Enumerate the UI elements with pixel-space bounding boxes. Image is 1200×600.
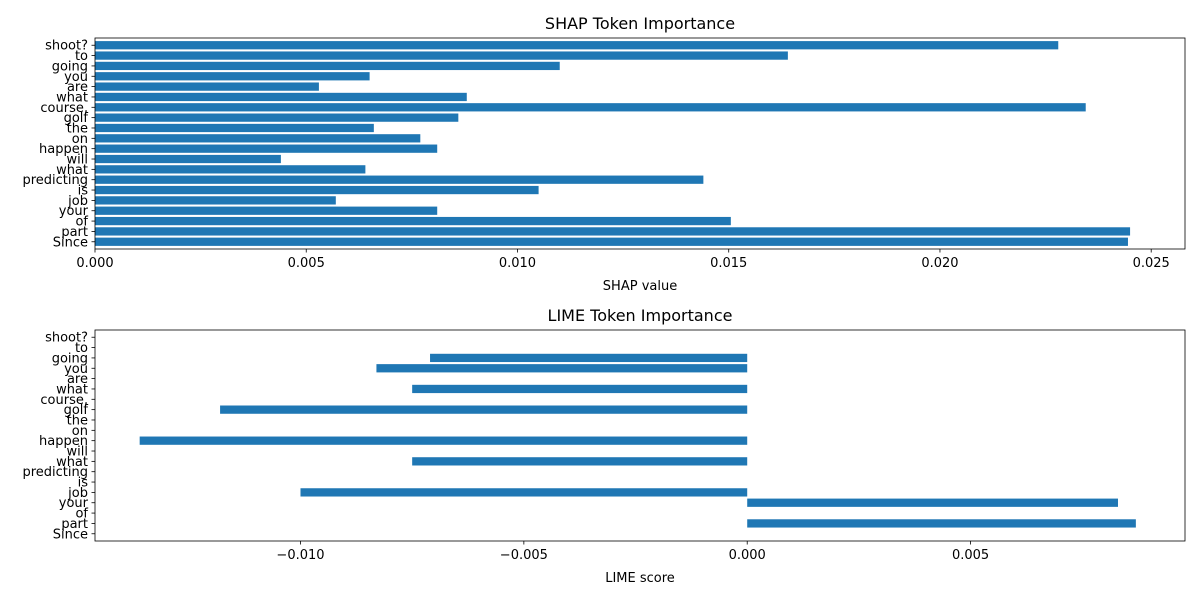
lime-y-tick-label-14: what: [56, 382, 88, 397]
shap-x-tick-label-4: 0.020: [921, 256, 958, 271]
shap-y-tick-label-18: to: [75, 49, 88, 64]
shap-y-tick-label-12: golf: [64, 111, 89, 126]
shap-y-tick-label-8: will: [67, 153, 88, 168]
lime-y-tick-label-0: Since: [53, 527, 88, 542]
shap-y-tick-label-17: going: [52, 59, 88, 74]
lime-y-tick-label-17: going: [52, 351, 88, 366]
lime-y-tick-label-5: is: [78, 476, 89, 491]
lime-bar-7: [412, 457, 748, 466]
lime-y-tick-label-2: of: [75, 507, 88, 522]
shap-y-tick-label-5: is: [78, 184, 89, 199]
shap-bar-2: [95, 216, 731, 226]
shap-axes-frame: [94, 37, 1186, 250]
shap-y-tick-label-1: part: [61, 225, 88, 240]
shap-bar-14: [95, 92, 467, 102]
shap-y-tick-label-15: are: [67, 80, 88, 95]
lime-y-tick-label-18: to: [75, 341, 88, 356]
shap-x-tick-label-5: 0.025: [1133, 256, 1170, 271]
shap-chart: SHAP Token Importance SHAP value Sincepa…: [22, 14, 1186, 294]
lime-bar-14: [412, 384, 748, 394]
shap-chart-title: SHAP Token Importance: [545, 14, 735, 33]
lime-chart-title: LIME Token Importance: [548, 306, 733, 325]
lime-y-tick-label-8: will: [67, 445, 88, 460]
shap-bar-3: [95, 206, 438, 215]
lime-y-tick-label-10: on: [72, 424, 88, 439]
lime-y-tick-label-19: shoot?: [45, 331, 88, 346]
shap-y-tick-label-19: shoot?: [45, 39, 88, 54]
shap-y-tick-label-9: happen: [39, 142, 88, 157]
shap-x-tick-label-1: 0.005: [288, 256, 325, 271]
shap-bar-19: [95, 41, 1059, 50]
lime-bar-9: [139, 436, 748, 445]
lime-x-axis-label: LIME score: [605, 571, 675, 586]
lime-x-tick-label-1: −0.005: [500, 548, 548, 563]
shap-y-tick-label-16: you: [64, 70, 88, 85]
lime-bar-1: [747, 519, 1136, 528]
lime-y-tick-label-9: happen: [39, 434, 88, 449]
lime-y-tick-label-6: predicting: [22, 465, 88, 480]
lime-chart: LIME Token Importance LIME score Sincepa…: [22, 306, 1186, 586]
shap-y-tick-label-13: course,: [40, 101, 88, 116]
shap-bar-0: [95, 237, 1128, 246]
shap-y-tick-label-14: what: [56, 90, 88, 105]
shap-bar-13: [95, 103, 1086, 112]
shap-bar-10: [95, 134, 421, 143]
shap-y-tick-label-2: of: [75, 215, 88, 230]
shap-bar-6: [95, 175, 704, 184]
lime-y-tick-label-3: your: [59, 496, 89, 511]
shap-y-tick-label-11: the: [67, 121, 88, 136]
lime-bar-17: [430, 353, 748, 363]
shap-bar-16: [95, 72, 370, 81]
shap-bar-1: [95, 227, 1131, 236]
lime-y-tick-label-4: job: [67, 486, 88, 501]
shap-x-axis-label: SHAP value: [603, 279, 677, 294]
lime-x-tick-label-2: 0.000: [729, 548, 766, 563]
shap-bar-12: [95, 113, 459, 122]
shap-y-tick-label-6: predicting: [22, 173, 88, 188]
lime-y-tick-label-1: part: [61, 517, 88, 532]
shap-x-tick-label-3: 0.015: [710, 256, 747, 271]
lime-axes-frame: [94, 329, 1186, 542]
shap-x-tick-label-0: 0.000: [76, 256, 113, 271]
lime-y-tick-label-16: you: [64, 362, 88, 377]
lime-bar-3: [747, 498, 1118, 507]
shap-bar-8: [95, 154, 281, 164]
shap-x-tick-label-2: 0.010: [499, 256, 536, 271]
shap-y-tick-label-7: what: [56, 163, 88, 178]
lime-x-tick-label-0: −0.010: [276, 548, 324, 563]
lime-bar-12: [220, 405, 748, 414]
lime-y-tick-label-15: are: [67, 372, 88, 387]
shap-bar-11: [95, 123, 374, 133]
shap-bar-15: [95, 82, 319, 91]
shap-bar-17: [95, 61, 560, 71]
shap-y-tick-label-0: Since: [53, 235, 88, 250]
shap-bar-7: [95, 165, 366, 174]
shap-y-tick-label-3: your: [59, 204, 89, 219]
lime-y-tick-label-11: the: [67, 413, 88, 428]
lime-y-tick-label-13: course,: [40, 393, 88, 408]
lime-y-tick-label-7: what: [56, 455, 88, 470]
shap-bar-5: [95, 185, 539, 195]
shap-bar-9: [95, 144, 438, 153]
lime-y-tick-label-12: golf: [64, 403, 89, 418]
lime-bar-16: [376, 364, 748, 373]
shap-bar-18: [95, 51, 788, 60]
shap-y-tick-label-10: on: [72, 132, 88, 147]
shap-y-tick-label-4: job: [67, 194, 88, 209]
lime-x-tick-label-3: 0.005: [952, 548, 989, 563]
shap-bar-4: [95, 196, 336, 205]
lime-bar-4: [300, 488, 748, 497]
